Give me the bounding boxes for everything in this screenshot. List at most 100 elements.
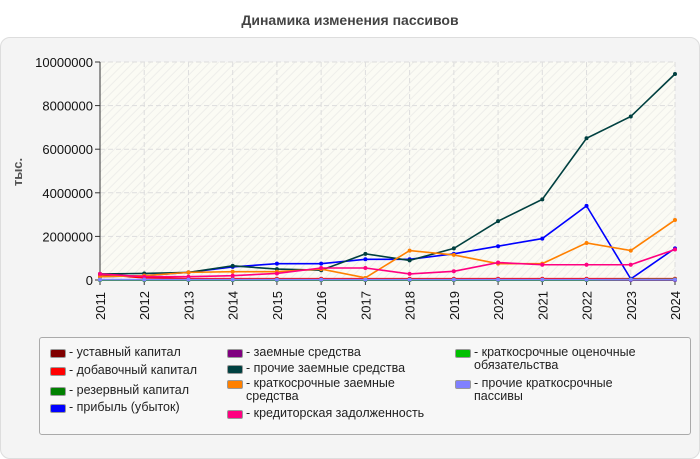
data-point <box>407 277 412 282</box>
data-point <box>584 136 589 141</box>
series-line <box>99 219 676 279</box>
x-tick-label: 2017 <box>358 291 373 320</box>
legend-item[interactable]: - добавочный капитал <box>50 364 250 377</box>
data-point <box>496 277 501 282</box>
data-point <box>274 277 279 282</box>
x-tick-label: 2021 <box>535 291 550 320</box>
data-point <box>628 114 633 119</box>
y-tick-label: 0 <box>86 273 93 288</box>
data-point <box>319 266 324 271</box>
data-point <box>98 271 102 276</box>
legend-swatch <box>455 380 471 389</box>
data-point <box>142 274 147 279</box>
data-point <box>230 263 235 268</box>
x-tick-label: 2016 <box>314 291 329 320</box>
legend-label: - уставный капитал <box>69 345 181 359</box>
legend-swatch <box>227 365 243 374</box>
legend-swatch <box>50 387 66 396</box>
data-point <box>186 270 191 275</box>
data-point <box>496 219 501 224</box>
data-point <box>274 271 279 276</box>
legend-item[interactable]: - прибыль (убыток) <box>50 401 250 414</box>
data-point <box>98 277 102 282</box>
legend-label: - резервный капитал <box>69 383 190 397</box>
legend-swatch <box>455 349 471 358</box>
data-point <box>363 257 368 262</box>
y-tick-label: 10000000 <box>35 55 93 70</box>
legend-item[interactable]: - прочие заемные средства <box>227 362 427 375</box>
data-point <box>230 277 235 282</box>
legend-item[interactable]: - заемные средства <box>227 346 427 359</box>
series-line <box>99 273 675 280</box>
data-point <box>407 248 412 253</box>
data-point <box>584 262 589 267</box>
data-point <box>451 246 456 251</box>
data-point <box>407 258 412 263</box>
legend-item[interactable]: - краткосрочные заемные средства <box>227 377 427 403</box>
data-point <box>673 218 677 223</box>
data-point <box>363 277 368 282</box>
series-7 <box>98 247 677 279</box>
legend-item[interactable]: - кредиторская задолженность <box>227 407 427 420</box>
data-point <box>584 240 589 245</box>
data-point <box>451 252 456 257</box>
data-point <box>451 269 456 274</box>
x-tick-label: 2011 <box>93 292 108 320</box>
y-tick-label: 2000000 <box>42 229 93 244</box>
y-tick-label: 6000000 <box>42 142 93 157</box>
y-axis-label: тыс. <box>10 158 25 186</box>
data-point <box>584 277 589 282</box>
data-point <box>407 271 412 276</box>
plot-area <box>100 62 675 280</box>
y-tick-label: 8000000 <box>42 99 93 114</box>
data-point <box>142 277 147 282</box>
data-point <box>186 274 191 279</box>
legend-label: - заемные средства <box>246 345 361 359</box>
data-point <box>186 277 191 282</box>
x-tick-label: 2018 <box>403 291 418 320</box>
legend-item[interactable]: - краткосрочные оценочные обязательства <box>455 346 655 372</box>
data-point <box>496 244 501 249</box>
x-tick-label: 2012 <box>137 291 152 320</box>
x-tick-label: 2015 <box>270 291 285 320</box>
legend-item[interactable]: - прочие краткосрочные пассивы <box>455 377 655 403</box>
data-point <box>628 248 633 253</box>
data-point <box>628 262 633 267</box>
data-point <box>584 203 589 208</box>
legend-label: - прочие заемные средства <box>246 361 406 375</box>
legend-item[interactable]: - резервный капитал <box>50 384 250 397</box>
data-point <box>628 277 633 282</box>
data-point <box>540 197 545 202</box>
legend: - уставный капитал - добавочный капитал - … <box>39 337 691 435</box>
x-tick-label: 2019 <box>447 291 462 320</box>
legend-label: - прочие краткосрочные пассивы <box>474 376 613 403</box>
data-point <box>673 247 677 252</box>
data-point <box>230 269 235 274</box>
legend-swatch <box>50 367 66 376</box>
legend-item[interactable]: - уставный капитал <box>50 346 250 359</box>
legend-label: - добавочный капитал <box>69 363 198 377</box>
legend-swatch <box>227 380 243 389</box>
data-point <box>230 273 235 278</box>
legend-swatch <box>50 349 66 358</box>
legend-swatch <box>227 349 243 358</box>
data-point <box>673 71 677 76</box>
data-point <box>319 277 324 282</box>
data-point <box>98 274 102 279</box>
series-line <box>99 248 676 278</box>
data-point <box>363 251 368 256</box>
legend-label: - прибыль (убыток) <box>69 400 180 414</box>
data-point <box>363 266 368 271</box>
x-tick-label: 2014 <box>226 291 241 320</box>
legend-swatch <box>227 410 243 419</box>
data-point <box>451 277 456 282</box>
legend-swatch <box>50 404 66 413</box>
x-tick-label: 2020 <box>491 291 506 320</box>
legend-label: - краткосрочные заемные средства <box>246 376 395 403</box>
data-point <box>673 277 677 282</box>
data-point <box>274 261 279 266</box>
x-tick-label: 2023 <box>624 291 639 320</box>
x-tick-label: 2013 <box>181 291 196 320</box>
data-point <box>540 262 545 267</box>
